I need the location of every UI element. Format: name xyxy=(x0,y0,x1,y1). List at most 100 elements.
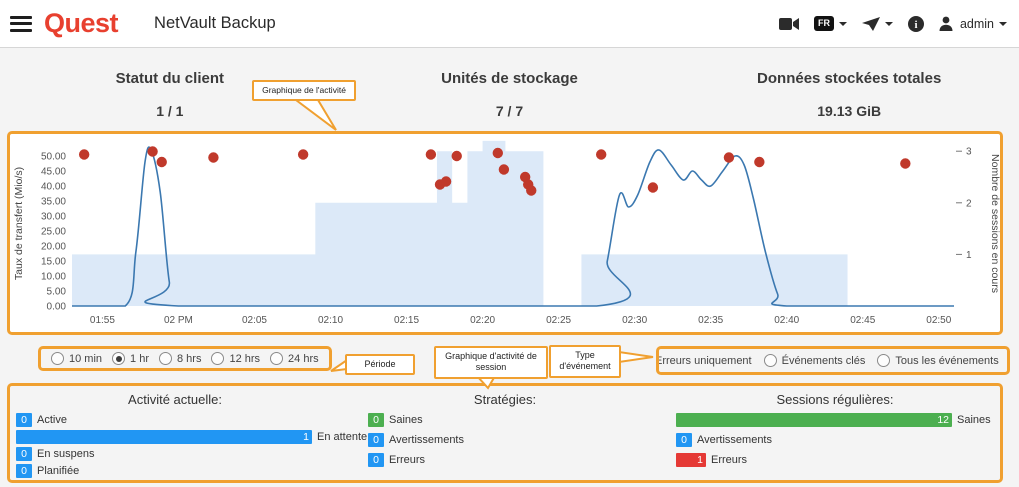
radio-circle[interactable] xyxy=(877,354,891,367)
user-name: admin xyxy=(959,16,994,31)
svg-text:02:05: 02:05 xyxy=(242,315,267,326)
radio-erreurs-uniquement[interactable]: Erreurs uniquement xyxy=(656,354,752,367)
svg-text:35.00: 35.00 xyxy=(41,197,66,208)
radio-label: Erreurs uniquement xyxy=(656,354,752,367)
event-dot[interactable] xyxy=(754,156,765,168)
quest-logo: Quest xyxy=(44,8,119,38)
stat-client-status[interactable]: Statut du client 1 / 1 xyxy=(0,48,340,130)
radio-tous-les-v-nements[interactable]: Tous les événements xyxy=(877,354,999,367)
svg-text:15.00: 15.00 xyxy=(41,257,66,268)
user-menu[interactable]: admin xyxy=(939,16,1007,31)
svg-text:25.00: 25.00 xyxy=(41,227,66,238)
count-badge[interactable]: 0 xyxy=(368,433,384,447)
language-selector[interactable]: FR xyxy=(813,16,847,31)
page-title: NetVault Backup xyxy=(154,14,276,32)
event-dot[interactable] xyxy=(596,149,607,160)
info-icon[interactable]: i xyxy=(907,15,924,32)
svg-text:02 PM: 02 PM xyxy=(164,315,193,326)
callout-event-type: Type d'événement xyxy=(549,345,621,378)
camera-icon[interactable] xyxy=(778,17,799,31)
count-badge[interactable]: 1 xyxy=(676,453,706,467)
transfer-rate-line xyxy=(71,146,954,307)
event-dot[interactable] xyxy=(526,185,537,196)
radio-10-min[interactable]: 10 min xyxy=(51,352,102,365)
status-row-erreurs[interactable]: 1 Erreurs xyxy=(676,453,1000,467)
status-row-avertissements[interactable]: 0 Avertissements xyxy=(368,433,670,447)
event-dot[interactable] xyxy=(297,149,309,160)
svg-text:02:30: 02:30 xyxy=(622,315,647,326)
svg-text:02:20: 02:20 xyxy=(470,315,495,326)
count-badge[interactable]: 1 xyxy=(16,430,312,444)
event-dot[interactable] xyxy=(723,152,735,163)
svg-text:10.00: 10.00 xyxy=(41,272,66,283)
radio-12-hrs[interactable]: 12 hrs xyxy=(211,352,260,365)
event-dot[interactable] xyxy=(440,176,452,187)
status-row-erreurs[interactable]: 0 Erreurs xyxy=(368,453,670,467)
event-dot[interactable] xyxy=(900,158,911,169)
svg-text:50.00: 50.00 xyxy=(41,152,66,163)
activity-chart[interactable]: 0.00 5.00 10.00 15.00 20.00 25.00 30.00 35.00 40… xyxy=(10,134,1000,332)
count-badge[interactable]: 0 xyxy=(676,433,692,447)
event-dot[interactable] xyxy=(156,156,167,168)
event-dot[interactable] xyxy=(451,150,462,162)
count-badge[interactable]: 12 xyxy=(676,413,952,427)
svg-text:02:35: 02:35 xyxy=(698,315,723,326)
radio-label: 1 hr xyxy=(130,352,149,365)
svg-text:i: i xyxy=(914,19,917,31)
event-dot[interactable] xyxy=(492,147,503,159)
count-badge[interactable]: 0 xyxy=(16,464,32,478)
session-activity-panel: Activité actuelle: 0 Active 1 En attente 0 En… xyxy=(7,383,1003,483)
radio-circle[interactable] xyxy=(270,352,284,365)
current-activity-section: Activité actuelle: 0 Active 1 En attente 0 En… xyxy=(10,392,367,480)
svg-text:2: 2 xyxy=(966,198,972,209)
period-filter-group: 10 min 1 hr 8 hrs 12 hrs 24 hrs xyxy=(38,346,332,371)
svg-text:02:10: 02:10 xyxy=(318,315,343,326)
event-dot[interactable] xyxy=(208,152,219,163)
event-dot[interactable] xyxy=(498,164,510,175)
section-title: Stratégies: xyxy=(473,392,537,407)
y-axis-right: 1 2 3 Nombre de sessions en cours xyxy=(956,147,1000,293)
status-label: Erreurs xyxy=(389,454,426,466)
stat-storage-units[interactable]: Unités de stockage 7 / 7 xyxy=(340,48,680,130)
status-row-saines[interactable]: 0 Saines xyxy=(368,413,670,427)
radio-label: 24 hrs xyxy=(288,352,319,365)
status-row-planifi-e[interactable]: 0 Planifiée xyxy=(16,464,340,478)
event-type-filter-group: Erreurs uniquement Événements clés Tous le… xyxy=(656,346,1010,375)
radio-label: Tous les événements xyxy=(895,354,999,367)
count-badge[interactable]: 0 xyxy=(16,447,32,461)
status-row-active[interactable]: 0 Active xyxy=(16,413,340,427)
event-dot[interactable] xyxy=(147,146,158,157)
radio-circle[interactable] xyxy=(51,352,64,365)
radio-label: Événements clés xyxy=(781,354,866,367)
count-badge[interactable]: 0 xyxy=(368,413,384,427)
event-dot[interactable] xyxy=(78,149,90,160)
radio-circle[interactable] xyxy=(211,352,225,365)
menu-icon[interactable] xyxy=(10,12,32,35)
send-icon[interactable] xyxy=(861,16,893,31)
radio-1-hr[interactable]: 1 hr xyxy=(112,352,149,365)
radio-24-hrs[interactable]: 24 hrs xyxy=(270,352,319,365)
callout-activity-chart: Graphique de l'activité xyxy=(252,80,356,101)
radio--v-nements-cl-s[interactable]: Événements clés xyxy=(763,354,866,367)
status-row-avertissements[interactable]: 0 Avertissements xyxy=(676,433,1000,447)
stat-total-stored-data[interactable]: Données stockées totales 19.13 GiB xyxy=(679,48,1019,130)
svg-text:45.00: 45.00 xyxy=(41,167,66,178)
stat-label: Unités de stockage xyxy=(441,70,578,87)
svg-text:20.00: 20.00 xyxy=(41,242,66,253)
count-badge[interactable]: 0 xyxy=(368,453,384,467)
status-label: Saines xyxy=(957,414,991,426)
event-dot[interactable] xyxy=(425,149,437,160)
svg-text:Nombre de sessions en cours: Nombre de sessions en cours xyxy=(989,154,1000,293)
radio-circle[interactable] xyxy=(763,354,777,367)
radio-8-hrs[interactable]: 8 hrs xyxy=(159,352,201,365)
radio-circle[interactable] xyxy=(159,352,172,365)
radio-circle[interactable] xyxy=(112,352,126,365)
svg-text:02:45: 02:45 xyxy=(850,315,875,326)
status-row-en-suspens[interactable]: 0 En suspens xyxy=(16,447,340,461)
stat-label: Données stockées totales xyxy=(757,70,942,87)
status-row-en-attente[interactable]: 1 En attente xyxy=(16,430,367,444)
count-badge[interactable]: 0 xyxy=(16,413,32,427)
status-row-saines[interactable]: 12 Saines xyxy=(676,413,1000,427)
event-dot[interactable] xyxy=(647,182,659,193)
svg-text:02:50: 02:50 xyxy=(926,315,951,326)
